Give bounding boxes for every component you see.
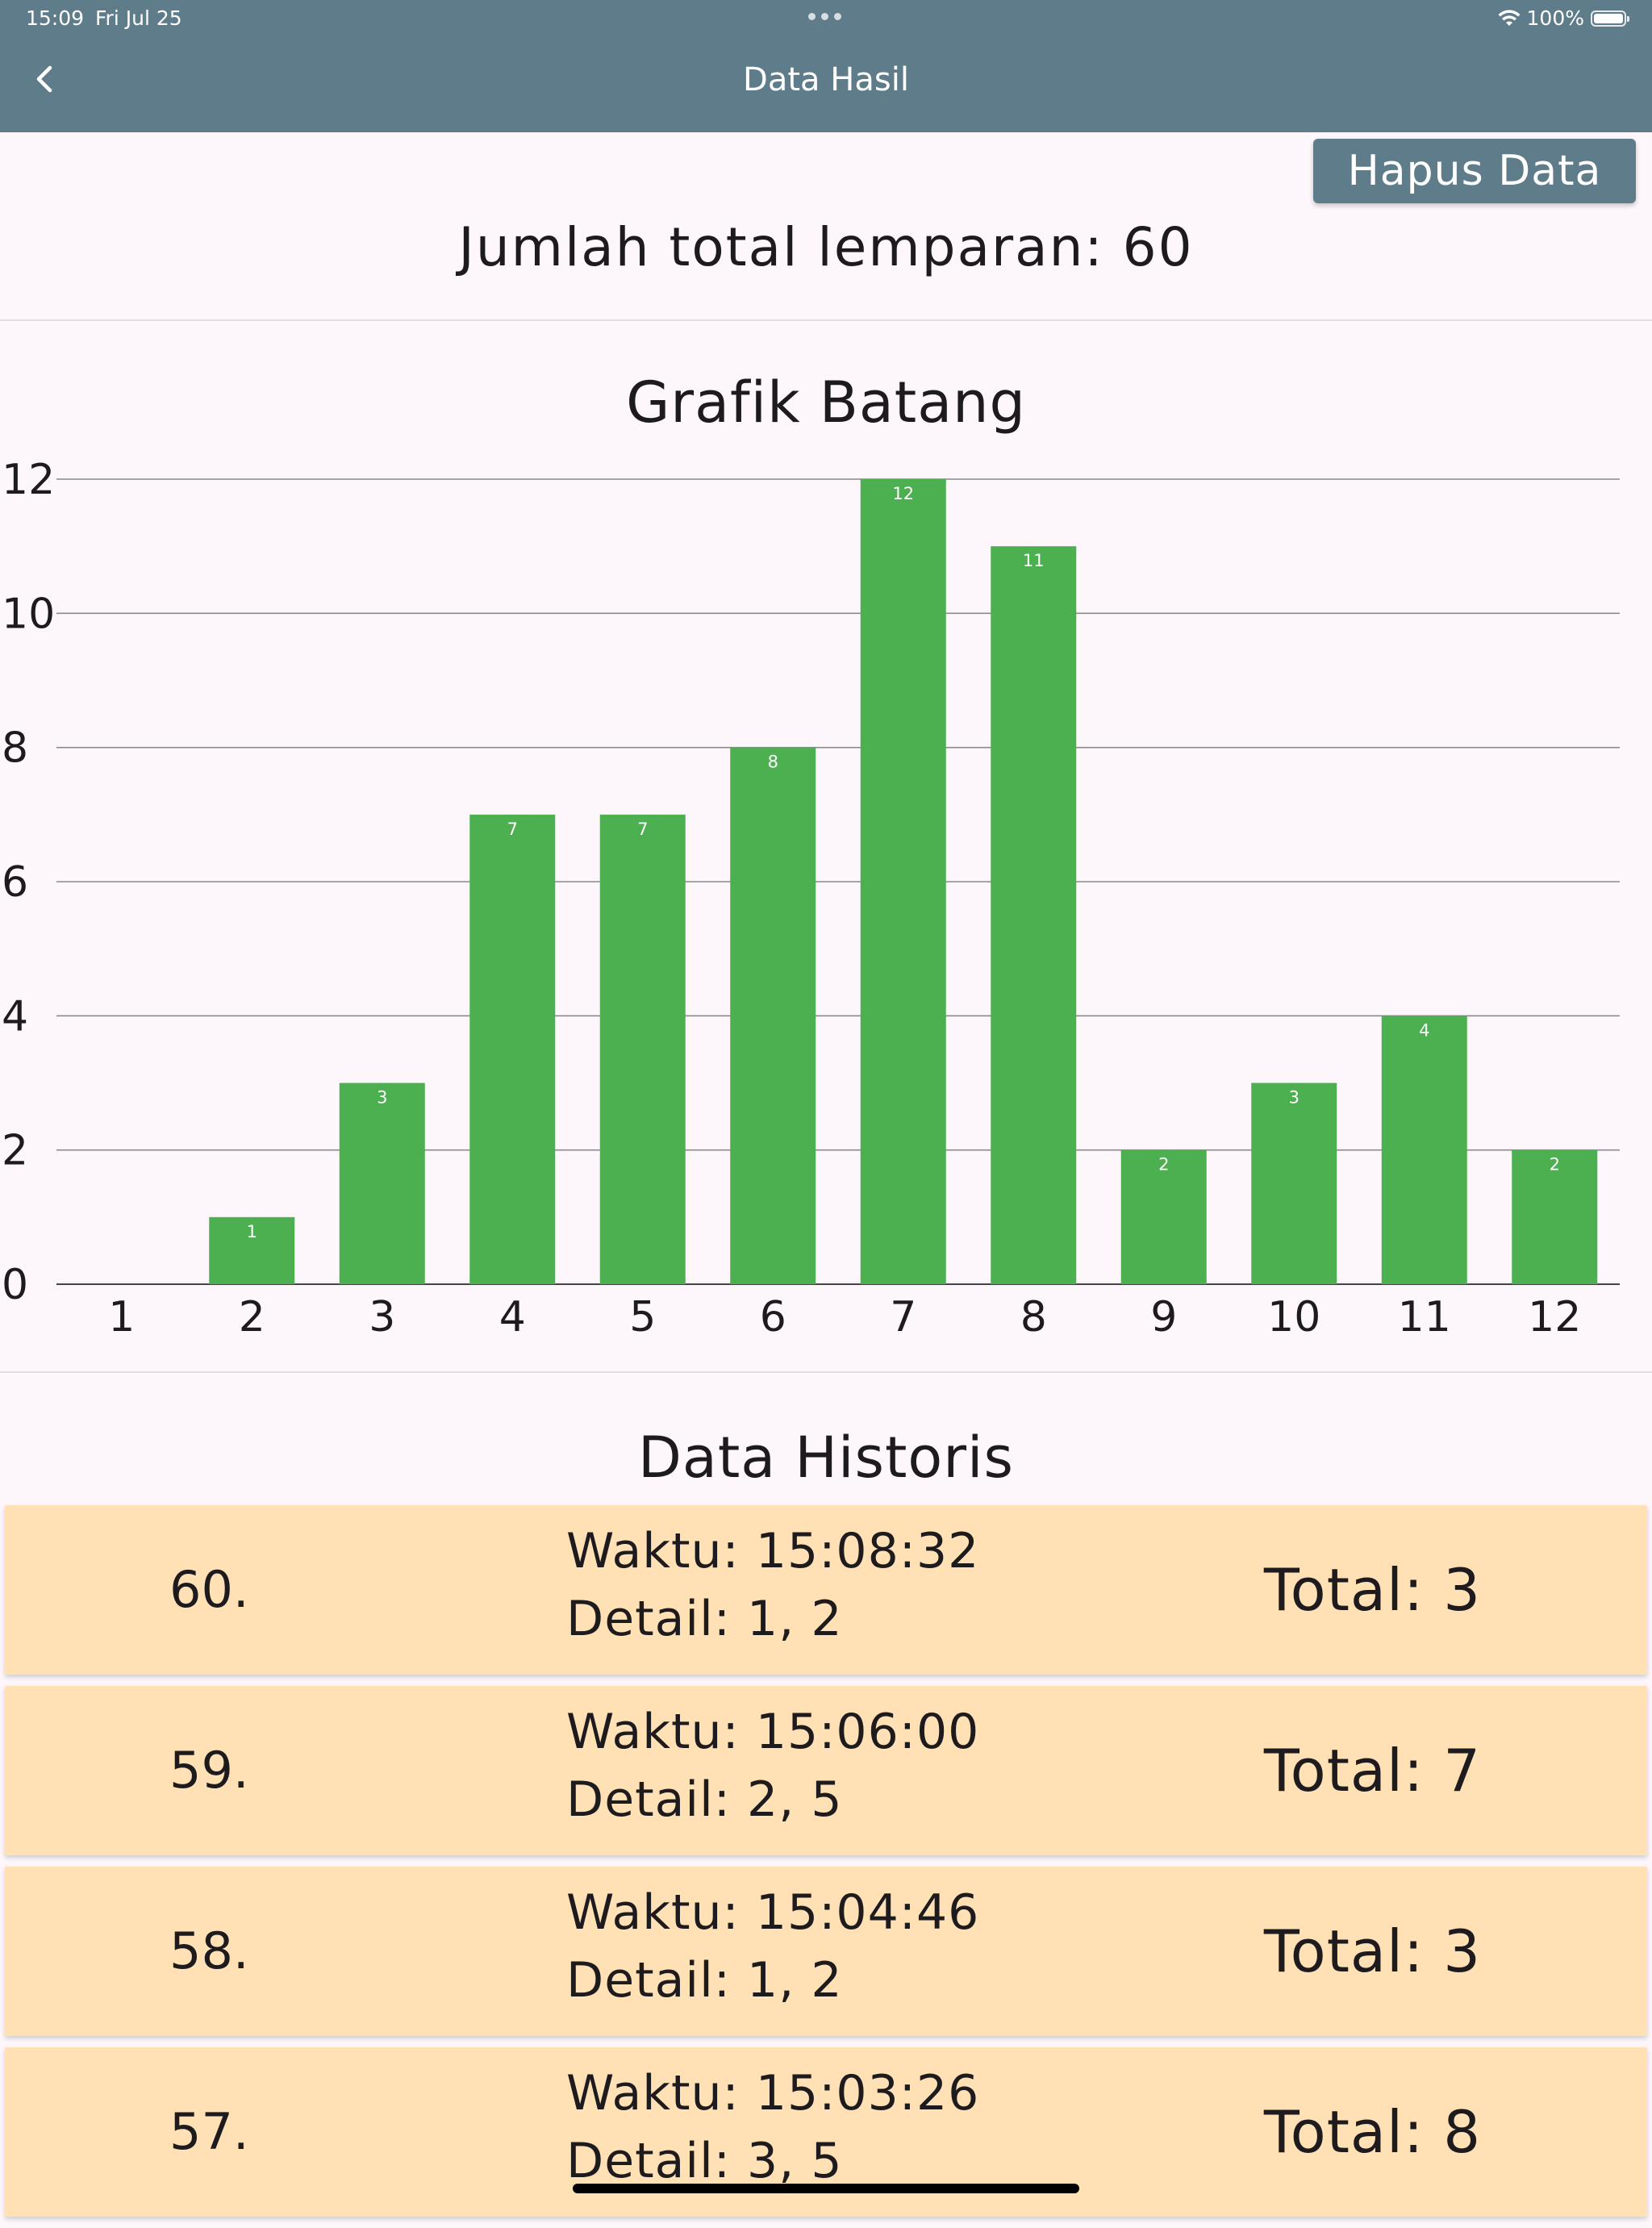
history-card[interactable]: 59. Waktu: 15:06:00 Detail: 2, 5 Total: …: [5, 1686, 1647, 1855]
bar: [1512, 1149, 1598, 1284]
chevron-left-icon: [36, 65, 52, 93]
status-date: Fri Jul 25: [95, 6, 182, 30]
bar: [730, 747, 816, 1284]
bar: [991, 546, 1077, 1284]
history-total: Total: 3: [1263, 1556, 1481, 1624]
bar: [339, 1083, 425, 1284]
history-list[interactable]: 60. Waktu: 15:08:32 Detail: 1, 2 Total: …: [5, 1505, 1647, 2228]
x-tick-label: 5: [629, 1293, 656, 1341]
history-index: 57.: [169, 2102, 249, 2161]
y-tick-label: 2: [2, 1127, 28, 1175]
bar-value-label: 7: [507, 820, 518, 839]
home-indicator[interactable]: [573, 2184, 1079, 2193]
history-index: 58.: [169, 1921, 249, 1980]
divider: [0, 319, 1652, 321]
divider: [0, 1371, 1652, 1373]
back-button[interactable]: [23, 56, 68, 102]
status-indicators: 100%: [1498, 6, 1629, 30]
battery-percent: 100%: [1526, 6, 1584, 30]
status-bar: 15:09 Fri Jul 25 100%: [0, 0, 1652, 37]
page-title: Data Hasil: [743, 61, 909, 98]
x-tick-label: 11: [1398, 1293, 1451, 1341]
bar: [1381, 1016, 1467, 1284]
multitasking-dots-icon[interactable]: [808, 13, 841, 20]
history-time: Waktu: 15:04:46: [566, 1884, 980, 1941]
y-tick-label: 12: [2, 456, 55, 504]
bar-value-label: 2: [1550, 1155, 1560, 1174]
wifi-icon: [1498, 9, 1521, 26]
history-total: Total: 3: [1263, 1917, 1481, 1985]
y-tick-label: 10: [2, 590, 55, 638]
app-bar: Data Hasil: [0, 37, 1652, 132]
x-tick-label: 1: [108, 1293, 135, 1341]
y-tick-label: 6: [2, 858, 28, 907]
x-tick-label: 8: [1020, 1293, 1047, 1341]
history-time: Waktu: 15:03:26: [566, 2065, 980, 2122]
bar-value-label: 7: [637, 820, 648, 839]
x-tick-label: 6: [760, 1293, 786, 1341]
history-time: Waktu: 15:08:32: [566, 1523, 980, 1579]
x-tick-label: 10: [1267, 1293, 1320, 1341]
bar: [860, 479, 946, 1284]
history-detail: Detail: 1, 2: [566, 1591, 843, 1647]
bar: [469, 814, 556, 1284]
x-tick-label: 4: [499, 1293, 526, 1341]
total-throws-label: Jumlah total lemparan: 60: [458, 216, 1194, 278]
y-tick-label: 8: [2, 724, 28, 773]
bar: [1251, 1083, 1337, 1284]
history-total: Total: 7: [1263, 1737, 1481, 1805]
y-tick-label: 0: [2, 1261, 28, 1309]
bar-value-label: 11: [1023, 551, 1045, 570]
history-detail: Detail: 2, 5: [566, 1771, 843, 1828]
history-index: 59.: [169, 1741, 249, 1800]
bar: [209, 1216, 295, 1284]
bar-value-label: 1: [247, 1222, 257, 1241]
history-index: 60.: [169, 1560, 249, 1619]
history-total: Total: 8: [1263, 2098, 1481, 2166]
x-tick-label: 9: [1150, 1293, 1177, 1341]
bar: [599, 814, 686, 1284]
x-tick-label: 7: [890, 1293, 916, 1341]
chart-title: Grafik Batang: [626, 369, 1026, 436]
bar-value-label: 2: [1158, 1155, 1169, 1174]
history-card[interactable]: 58. Waktu: 15:04:46 Detail: 1, 2 Total: …: [5, 1867, 1647, 2036]
history-detail: Detail: 1, 2: [566, 1952, 843, 2009]
history-time: Waktu: 15:06:00: [566, 1704, 980, 1760]
y-tick-label: 4: [2, 992, 28, 1041]
bar-value-label: 12: [892, 484, 914, 503]
battery-icon: [1591, 10, 1629, 27]
x-tick-label: 12: [1528, 1293, 1581, 1341]
bar-value-label: 8: [768, 753, 778, 772]
delete-data-button[interactable]: Hapus Data: [1313, 139, 1636, 203]
history-detail: Detail: 3, 5: [566, 2133, 843, 2189]
x-tick-label: 2: [239, 1293, 265, 1341]
history-title: Data Historis: [638, 1425, 1014, 1491]
bar: [1120, 1149, 1207, 1284]
status-time: 15:09: [26, 6, 85, 30]
bar-value-label: 3: [377, 1088, 387, 1108]
history-card[interactable]: 60. Waktu: 15:08:32 Detail: 1, 2 Total: …: [5, 1505, 1647, 1675]
bar-value-label: 4: [1419, 1020, 1429, 1040]
x-tick-label: 3: [369, 1293, 395, 1341]
bar-value-label: 3: [1289, 1088, 1299, 1108]
